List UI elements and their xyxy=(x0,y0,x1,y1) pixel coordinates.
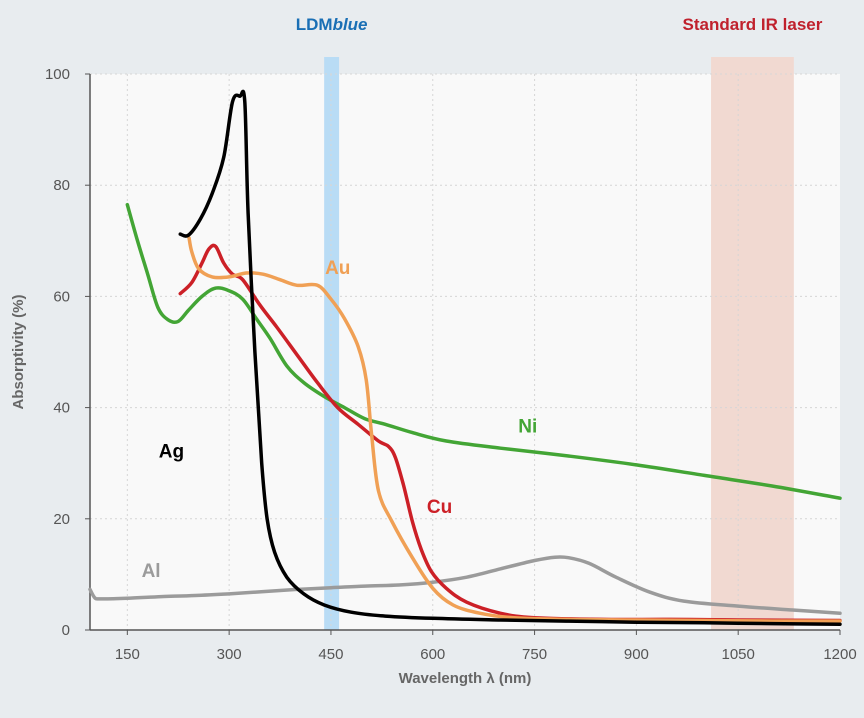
band-labels: LDMblue Standard IR laser xyxy=(296,15,823,34)
y-tick-label: 100 xyxy=(45,66,70,83)
y-tick-label: 20 xyxy=(53,511,70,528)
band-1 xyxy=(711,57,794,630)
x-tick-label: 1200 xyxy=(823,646,856,663)
band-label-prefix-1: Standard IR laser xyxy=(683,15,823,34)
y-tick-label: 40 xyxy=(53,400,70,417)
series-label-ni: Ni xyxy=(518,417,537,438)
series-label-cu: Cu xyxy=(427,497,452,518)
x-axis-title: Wavelength λ (nm) xyxy=(399,670,532,687)
x-tick-label: 750 xyxy=(522,646,547,663)
series-lines xyxy=(88,89,842,626)
x-tick-label: 600 xyxy=(420,646,445,663)
grid-lines xyxy=(90,73,840,630)
band-0 xyxy=(324,57,340,630)
y-tick-label: 0 xyxy=(62,622,70,639)
x-tick-label: 150 xyxy=(115,646,140,663)
x-tick-label: 900 xyxy=(624,646,649,663)
series-label-au: Au xyxy=(325,258,350,279)
band-label-prefix-0: LDM xyxy=(296,15,333,34)
y-tick-label: 60 xyxy=(53,288,70,305)
y-tick-label: 80 xyxy=(53,177,70,194)
x-tick-label: 300 xyxy=(217,646,242,663)
y-axis-title: Absorptivity (%) xyxy=(10,294,27,409)
series-line-ag xyxy=(178,89,842,626)
laser-bands xyxy=(324,57,794,630)
series-line-al xyxy=(88,555,842,616)
series-line-ni xyxy=(125,202,842,500)
x-tick-label: 450 xyxy=(318,646,343,663)
series-label-al: Al xyxy=(142,561,161,582)
band-label-0: LDMblue xyxy=(296,15,368,34)
x-tick-label: 1050 xyxy=(722,646,755,663)
series-label-ag: Ag xyxy=(159,442,184,463)
series-labels: Al Ni Cu Au Ag xyxy=(142,258,538,582)
band-label-suffix-0: blue xyxy=(333,15,368,34)
axes: 150 300 450 600 750 900 1050 1200 0 20 40 60 80 100 xyxy=(45,66,857,663)
band-label-1: Standard IR laser xyxy=(683,15,823,34)
